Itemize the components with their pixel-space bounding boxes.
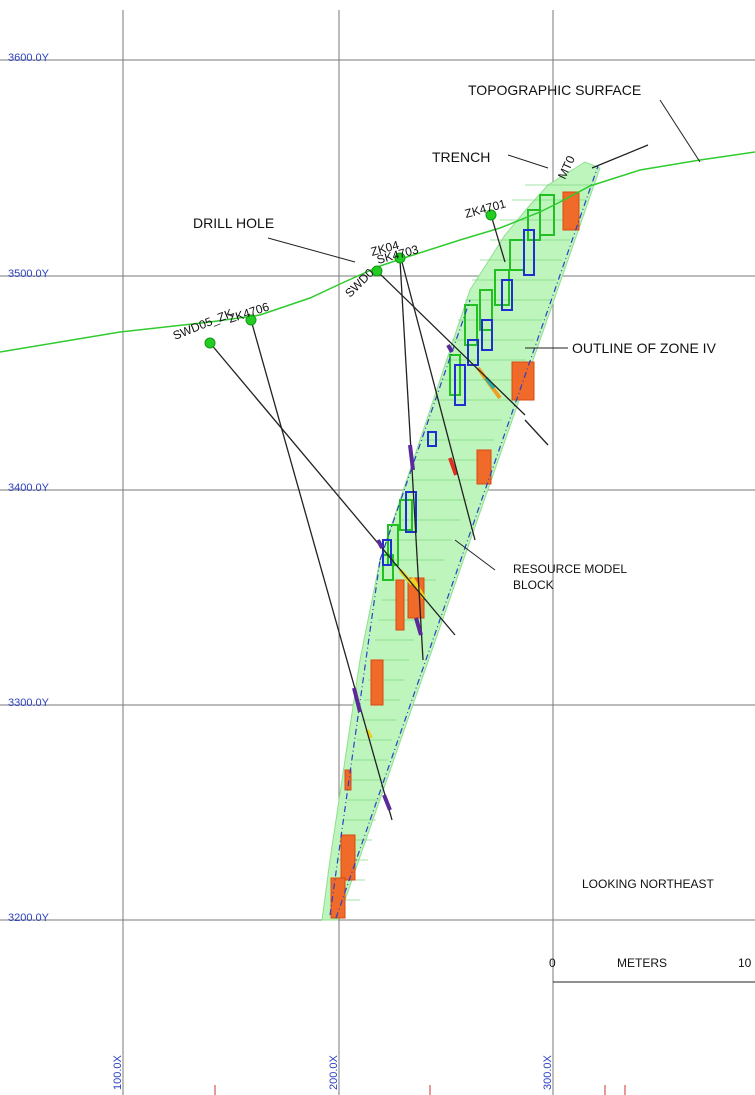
zone-band-fill <box>321 161 601 921</box>
topographic-surface-line <box>0 151 755 353</box>
collar-zk4701 <box>485 209 497 221</box>
y-label-3600: 3600.0Y <box>8 52 50 64</box>
drill-trace-zk4706 <box>250 319 393 821</box>
drill-trace-zone-line <box>524 419 549 446</box>
y-label-3500: 3500.0Y <box>8 268 50 280</box>
collar-swd-mid <box>371 265 383 277</box>
annotation-resource-model-1: RESOURCE MODEL <box>513 562 627 576</box>
zone-outline <box>329 165 599 919</box>
drill-traces <box>209 144 649 821</box>
x-label-300: 300.0X <box>542 1054 554 1090</box>
collar-zk4706 <box>245 314 257 326</box>
annotation-trench: TRENCH <box>432 149 490 165</box>
drill-trace-zk-b <box>401 261 476 541</box>
bottom-ticks <box>214 1085 626 1095</box>
x-label-100: 100.0X <box>112 1054 124 1090</box>
y-label-3400: 3400.0Y <box>8 482 50 494</box>
y-label-3300: 3300.0Y <box>8 697 50 709</box>
annotation-drill-hole: DRILL HOLE <box>193 215 274 231</box>
annotation-outline-zone: OUTLINE OF ZONE IV <box>572 340 717 356</box>
annotation-looking: LOOKING NORTHEAST <box>582 877 714 891</box>
hole-label-zk4701: ZK4701 <box>463 196 508 220</box>
sample-intervals <box>352 344 454 811</box>
scale-bar-start: 0 <box>549 956 556 970</box>
drill-trace-swd05 <box>209 342 456 636</box>
hole-label-swd-mid: SWD0 <box>342 265 377 300</box>
drill-trace-zk4701 <box>490 214 506 263</box>
collar-zk-mid <box>394 252 406 264</box>
hole-label-swd05: SWD05_ZK <box>171 306 235 343</box>
annotation-topographic-surface: TOPOGRAPHIC SURFACE <box>468 82 641 98</box>
annotation-resource-model-2: BLOCK <box>513 578 554 592</box>
collar-swd05 <box>204 337 216 349</box>
grid-lines <box>0 10 755 1095</box>
drill-collars <box>204 209 497 349</box>
scale-bar-unit: METERS <box>617 956 667 970</box>
y-label-3200: 3200.0Y <box>8 912 50 924</box>
leader-lines <box>267 99 701 571</box>
scale-bar: 0 METERS 10 <box>549 956 755 983</box>
scale-bar-end: 10 <box>738 956 752 970</box>
drill-trace-trench <box>591 144 649 169</box>
x-label-200: 200.0X <box>328 1054 340 1090</box>
